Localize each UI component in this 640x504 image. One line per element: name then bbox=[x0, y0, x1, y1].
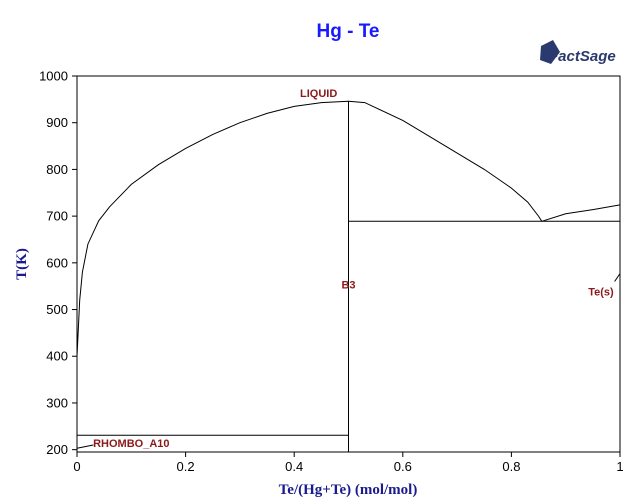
y-tick-label: 700 bbox=[46, 209, 68, 224]
x-tick-label: 0 bbox=[73, 459, 80, 474]
logo-text: FactSage bbox=[549, 48, 616, 65]
x-axis-ticks: 0 0.2 0.4 0.6 0.8 1 bbox=[73, 452, 624, 474]
y-tick-label: 400 bbox=[46, 349, 68, 364]
y-axis-ticks: 200 300 400 500 600 700 800 900 1000 bbox=[39, 69, 77, 457]
y-tick-label: 900 bbox=[46, 115, 68, 130]
y-tick-label: 1000 bbox=[39, 69, 68, 84]
x-tick-label: 0.6 bbox=[394, 459, 412, 474]
x-axis-label: Te/(Hg+Te) (mol/mol) bbox=[279, 482, 418, 498]
y-axis-label: T(K) bbox=[14, 248, 30, 280]
region-label: RHOMBO_A10 bbox=[93, 438, 169, 450]
x-tick-label: 0.4 bbox=[285, 459, 303, 474]
factsage-logo: FactSage bbox=[540, 40, 616, 65]
te-s-tick bbox=[614, 273, 621, 282]
logo-mark bbox=[540, 40, 560, 64]
liquidus-curve bbox=[76, 100, 621, 357]
y-tick-label: 500 bbox=[46, 302, 68, 317]
x-tick-label: 0.8 bbox=[502, 459, 520, 474]
region-labels: LIQUID B3 Te(s) RHOMBO_A10 bbox=[93, 88, 614, 450]
y-tick-label: 200 bbox=[46, 442, 68, 457]
rhombo-a10-tick bbox=[76, 444, 94, 449]
y-tick-label: 600 bbox=[46, 255, 68, 270]
x-tick-label: 0.2 bbox=[177, 459, 195, 474]
y-tick-label: 300 bbox=[46, 395, 68, 410]
chart-title: Hg - Te bbox=[317, 21, 380, 42]
y-tick-label: 800 bbox=[46, 162, 68, 177]
x-tick-label: 1 bbox=[616, 459, 623, 474]
region-label: Te(s) bbox=[588, 287, 614, 299]
region-label: B3 bbox=[341, 280, 355, 292]
region-label: LIQUID bbox=[300, 88, 337, 100]
phase-boundaries bbox=[76, 100, 621, 452]
